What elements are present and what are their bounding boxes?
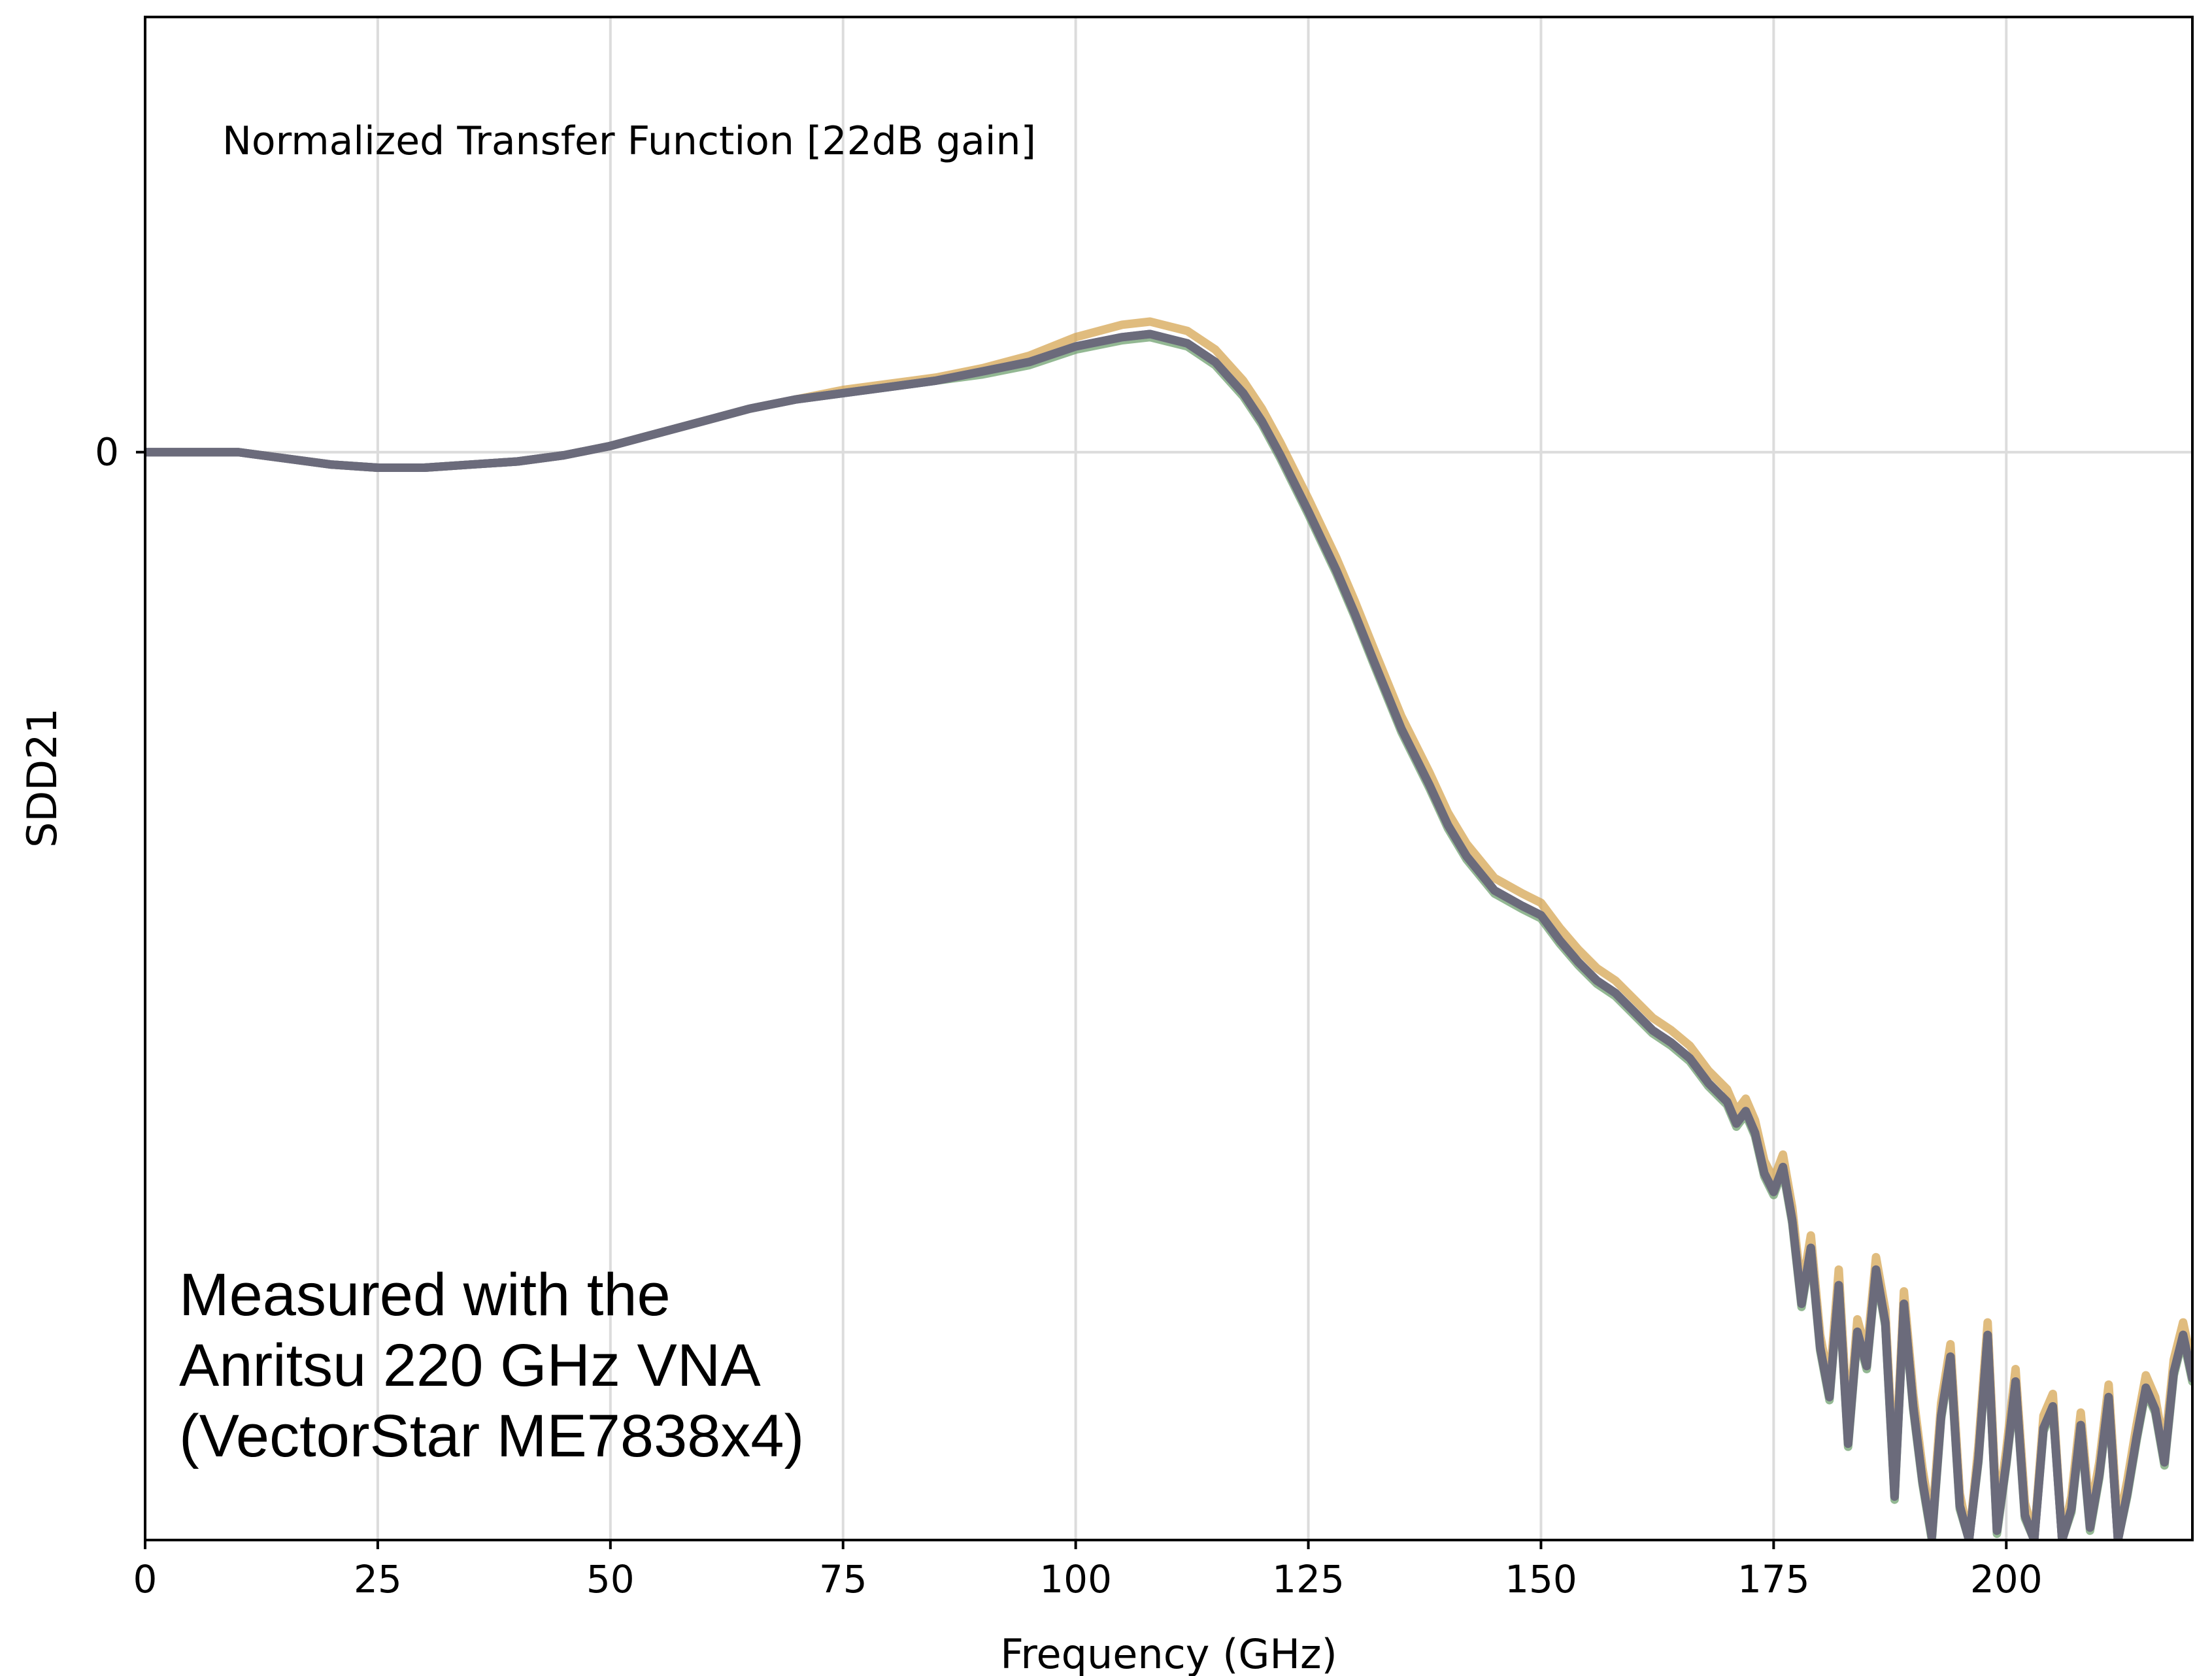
x-tick-label: 75: [819, 1557, 867, 1601]
series-line-trace-5: [145, 329, 2192, 1540]
series-layer: [145, 317, 2192, 1540]
annotation-line-1: Measured with the: [179, 1262, 671, 1328]
x-tick-label: 175: [1737, 1557, 1810, 1601]
x-tick-label: 100: [1039, 1557, 1112, 1601]
y-axis-label: SDD21: [18, 708, 66, 848]
x-tick-label: 0: [133, 1557, 158, 1601]
y-tick-label: 0: [95, 430, 119, 475]
tick-layer: 0 25 50 75 100 125 150 175 200 0: [95, 430, 2043, 1601]
plot-frame: [144, 16, 2194, 1541]
grid-layer: [145, 17, 2192, 1540]
x-tick-label: 25: [354, 1557, 402, 1601]
x-tick-label: 125: [1272, 1557, 1345, 1601]
x-tick-label: 200: [1970, 1557, 2043, 1601]
x-tick-label: 150: [1505, 1557, 1577, 1601]
annotation-line-2: Anritsu 220 GHz VNA: [179, 1332, 761, 1399]
chart-title: Normalized Transfer Function [22dB gain]: [222, 118, 1036, 164]
x-tick-label: 50: [586, 1557, 635, 1601]
x-axis-label: Frequency (GHz): [1000, 1630, 1337, 1676]
annotation-line-3: (VectorStar ME7838x4): [179, 1403, 804, 1469]
